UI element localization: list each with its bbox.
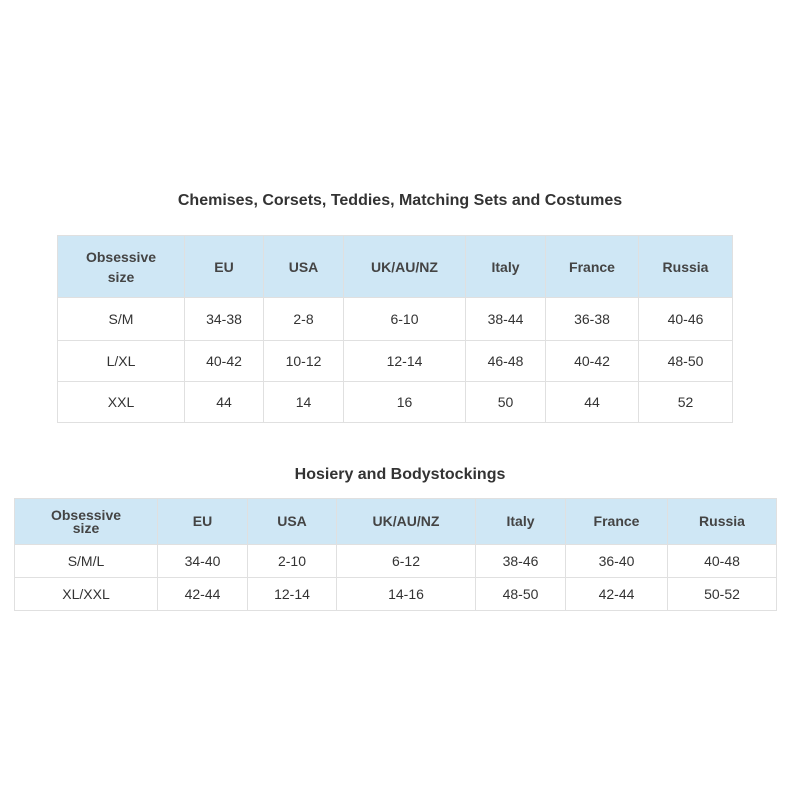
- header-cell: Italy: [475, 498, 566, 545]
- table-cell: S/M/L: [14, 544, 158, 578]
- table-cell: 50-52: [667, 577, 777, 611]
- table-cell: 16: [343, 381, 466, 423]
- header-cell: Obsessive size: [14, 498, 158, 545]
- table-row: Obsessive size EU USA UK/AU/NZ Italy France Ru…: [57, 235, 733, 298]
- header-cell: France: [565, 498, 668, 545]
- table-cell: 6-12: [336, 544, 476, 578]
- header-cell: UK/AU/NZ: [336, 498, 476, 545]
- table-cell: 2-10: [247, 544, 337, 578]
- table-cell: 34-38: [184, 297, 264, 341]
- header-cell: Obsessive size: [57, 235, 185, 298]
- table-row: S/M 34-38 2-8 6-10 38-44 36-38 40-46: [57, 297, 733, 341]
- table-row: L/XL 40-42 10-12 12-14 46-48 40-42 48-50: [57, 340, 733, 382]
- header-cell: EU: [157, 498, 248, 545]
- table-cell: 48-50: [638, 340, 733, 382]
- table-cell: 52: [638, 381, 733, 423]
- table-cell: 36-40: [565, 544, 668, 578]
- header-cell: UK/AU/NZ: [343, 235, 466, 298]
- header-cell: USA: [263, 235, 344, 298]
- table-cell: 40-42: [545, 340, 639, 382]
- header-cell: EU: [184, 235, 264, 298]
- table-cell: 44: [545, 381, 639, 423]
- header-cell: Italy: [465, 235, 546, 298]
- table-cell: 36-38: [545, 297, 639, 341]
- table-cell: 34-40: [157, 544, 248, 578]
- table-row: Obsessive size EU USA UK/AU/NZ Italy France Ru…: [14, 498, 777, 545]
- table-cell: 42-44: [565, 577, 668, 611]
- header-cell: Russia: [667, 498, 777, 545]
- table-cell: 50: [465, 381, 546, 423]
- table-cell: S/M: [57, 297, 185, 341]
- table-cell: 46-48: [465, 340, 546, 382]
- table-cell: 38-44: [465, 297, 546, 341]
- header-cell: Russia: [638, 235, 733, 298]
- table-title: Chemises, Corsets, Teddies, Matching Set…: [177, 192, 623, 209]
- table-cell: 6-10: [343, 297, 466, 341]
- table-cell: 44: [184, 381, 264, 423]
- table-cell: 14-16: [336, 577, 476, 611]
- table-cell: 48-50: [475, 577, 566, 611]
- table-cell: 10-12: [263, 340, 344, 382]
- header-cell: USA: [247, 498, 337, 545]
- table-cell: 2-8: [263, 297, 344, 341]
- table-cell: 40-46: [638, 297, 733, 341]
- table-cell: XXL: [57, 381, 185, 423]
- table-row: S/M/L 34-40 2-10 6-12 38-46 36-40 40-48: [14, 544, 777, 578]
- table-cell: 14: [263, 381, 344, 423]
- table-cell: 38-46: [475, 544, 566, 578]
- table-cell: 40-48: [667, 544, 777, 578]
- table-title: Hosiery and Bodystockings: [294, 466, 506, 483]
- table-row: XXL 44 14 16 50 44 52: [57, 381, 733, 423]
- table-cell: XL/XXL: [14, 577, 158, 611]
- table-cell: 12-14: [247, 577, 337, 611]
- size-table: Obsessive size EU USA UK/AU/NZ Italy France Ru…: [57, 235, 733, 423]
- table-cell: 42-44: [157, 577, 248, 611]
- size-table: Obsessive size EU USA UK/AU/NZ Italy France Ru…: [14, 498, 777, 611]
- table-cell: 12-14: [343, 340, 466, 382]
- header-cell: France: [545, 235, 639, 298]
- table-cell: 40-42: [184, 340, 264, 382]
- table-row: XL/XXL 42-44 12-14 14-16 48-50 42-44 50-52: [14, 577, 777, 611]
- table-cell: L/XL: [57, 340, 185, 382]
